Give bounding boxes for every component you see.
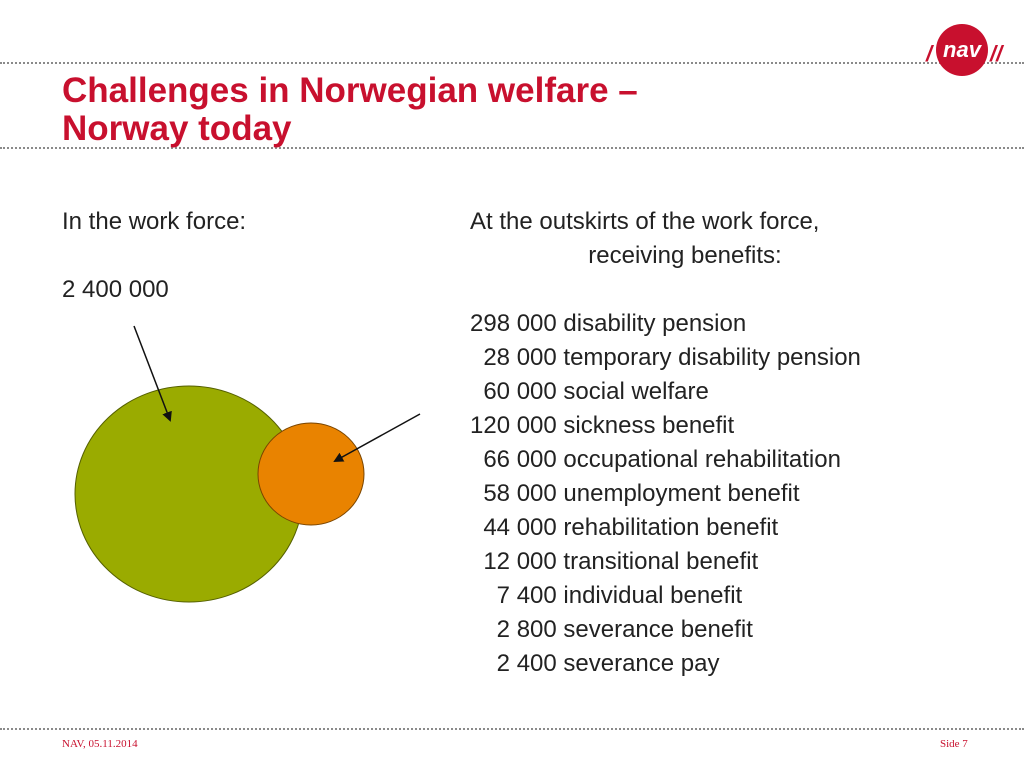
nav-logo-text: nav (943, 37, 983, 62)
benefit-item: 2 800 severance benefit (470, 616, 753, 643)
benefit-item: 28 000 temporary disability pension (470, 344, 861, 371)
benefit-item: 120 000 sickness benefit (470, 412, 735, 439)
benefit-item: 60 000 social welfare (470, 378, 709, 405)
work-force-column: In the work force: 2 400 000 (62, 205, 246, 307)
work-force-value: 2 400 000 (62, 276, 169, 303)
benefit-item: 58 000 unemployment benefit (470, 480, 800, 507)
slide-title: Challenges in Norwegian welfare – Norway… (62, 72, 638, 148)
slide-title-line-1: Challenges in Norwegian welfare – (62, 71, 638, 110)
benefit-item: 298 000 disability pension (470, 310, 747, 337)
slide-title-line-2: Norway today (62, 109, 292, 148)
spacer (470, 273, 900, 307)
benefits-column: At the outskirts of the work force, rece… (470, 205, 900, 681)
nav-logo-slash-right: // (989, 41, 1005, 66)
title-dotted-rule (0, 147, 1024, 149)
benefit-item: 12 000 transitional benefit (470, 548, 759, 575)
benefit-item: 2 400 severance pay (470, 650, 720, 677)
nav-logo-slash-left: / (925, 41, 935, 66)
footer-dotted-rule (0, 728, 1024, 730)
nav-logo-circle (936, 24, 988, 76)
benefit-item: 7 400 individual benefit (470, 582, 743, 609)
top-dotted-rule (0, 62, 1024, 64)
footer-date: NAV, 05.11.2014 (62, 738, 138, 750)
benefit-item: 66 000 occupational rehabilitation (470, 446, 841, 473)
footer-page-number: Side 7 (940, 738, 968, 750)
benefits-list: 298 000 disability pension 28 000 tempor… (470, 307, 900, 681)
nav-logo: nav / // (925, 24, 1005, 76)
benefits-arrow (333, 413, 421, 462)
benefits-label-line-2: receiving benefits: (588, 242, 782, 269)
workforce-diagram (74, 325, 421, 603)
spacer (62, 239, 246, 273)
work-force-arrow (133, 325, 172, 422)
work-force-label: In the work force: (62, 208, 247, 235)
benefit-item: 44 000 rehabilitation benefit (470, 514, 779, 541)
benefits-circle (257, 422, 365, 526)
benefits-label-line-1: At the outskirts of the work force, (470, 208, 820, 235)
